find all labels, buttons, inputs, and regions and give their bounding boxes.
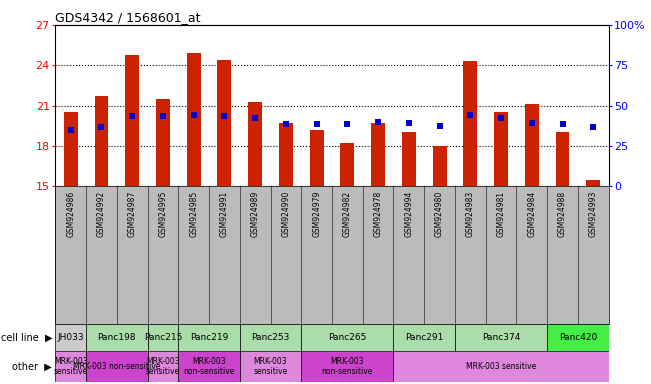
Text: GSM924980: GSM924980	[435, 190, 444, 237]
Bar	[240, 324, 301, 351]
Bar	[464, 61, 477, 186]
Text: Panc420: Panc420	[559, 333, 597, 343]
Bar	[433, 146, 447, 186]
Text: Panc265: Panc265	[328, 333, 367, 343]
Text: GSM924989: GSM924989	[251, 190, 260, 237]
Bar	[187, 53, 201, 186]
Text: GSM924979: GSM924979	[312, 190, 321, 237]
Text: MRK-003
sensitive: MRK-003 sensitive	[146, 357, 180, 376]
Bar	[494, 113, 508, 186]
Bar	[125, 55, 139, 186]
Text: GSM924993: GSM924993	[589, 190, 598, 237]
Bar	[178, 324, 240, 351]
Text: GSM924981: GSM924981	[497, 190, 506, 237]
Text: GSM924990: GSM924990	[281, 190, 290, 237]
Bar	[525, 104, 539, 186]
Bar	[148, 324, 178, 351]
Bar	[402, 132, 416, 186]
Bar	[455, 324, 547, 351]
Text: MRK-003
sensitive: MRK-003 sensitive	[53, 357, 88, 376]
Text: MRK-003
non-sensitive: MRK-003 non-sensitive	[322, 357, 373, 376]
Bar	[64, 113, 77, 186]
Text: MRK-003 sensitive: MRK-003 sensitive	[466, 362, 536, 371]
Text: GSM924995: GSM924995	[158, 190, 167, 237]
Text: Panc215: Panc215	[144, 333, 182, 343]
Text: cell line  ▶: cell line ▶	[1, 333, 52, 343]
Bar	[217, 60, 231, 186]
Bar	[55, 324, 86, 351]
Bar	[240, 351, 301, 382]
Bar	[86, 324, 148, 351]
Text: Panc374: Panc374	[482, 333, 520, 343]
Text: MRK-003
non-sensitive: MRK-003 non-sensitive	[184, 357, 235, 376]
Text: GSM924991: GSM924991	[220, 190, 229, 237]
Text: GSM924982: GSM924982	[343, 190, 352, 237]
Bar	[55, 351, 86, 382]
Text: GSM924985: GSM924985	[189, 190, 198, 237]
Text: JH033: JH033	[57, 333, 84, 343]
Bar	[556, 132, 570, 186]
Bar	[587, 180, 600, 186]
Bar	[301, 324, 393, 351]
Bar	[279, 123, 293, 186]
Text: GSM924994: GSM924994	[404, 190, 413, 237]
Text: other  ▶: other ▶	[12, 362, 52, 372]
Bar	[178, 351, 240, 382]
Bar	[94, 96, 108, 186]
Text: Panc253: Panc253	[251, 333, 290, 343]
Bar	[148, 351, 178, 382]
Bar	[393, 324, 455, 351]
Bar	[86, 351, 148, 382]
Text: MRK-003 non-sensitive: MRK-003 non-sensitive	[73, 362, 161, 371]
Text: GSM924983: GSM924983	[466, 190, 475, 237]
Bar	[310, 130, 324, 186]
Text: Panc219: Panc219	[190, 333, 229, 343]
Text: Panc291: Panc291	[405, 333, 443, 343]
Text: Panc198: Panc198	[98, 333, 136, 343]
Bar	[393, 351, 609, 382]
Text: GSM924986: GSM924986	[66, 190, 76, 237]
Text: GDS4342 / 1568601_at: GDS4342 / 1568601_at	[55, 11, 201, 24]
Bar	[248, 102, 262, 186]
Text: GSM924984: GSM924984	[527, 190, 536, 237]
Text: GSM924978: GSM924978	[374, 190, 383, 237]
Text: MRK-003
sensitive: MRK-003 sensitive	[253, 357, 288, 376]
Text: GSM924988: GSM924988	[558, 190, 567, 237]
Text: GSM924987: GSM924987	[128, 190, 137, 237]
Bar	[547, 324, 609, 351]
Bar	[340, 143, 354, 186]
Bar	[371, 123, 385, 186]
Bar	[301, 351, 393, 382]
Text: GSM924992: GSM924992	[97, 190, 106, 237]
Bar	[156, 99, 170, 186]
